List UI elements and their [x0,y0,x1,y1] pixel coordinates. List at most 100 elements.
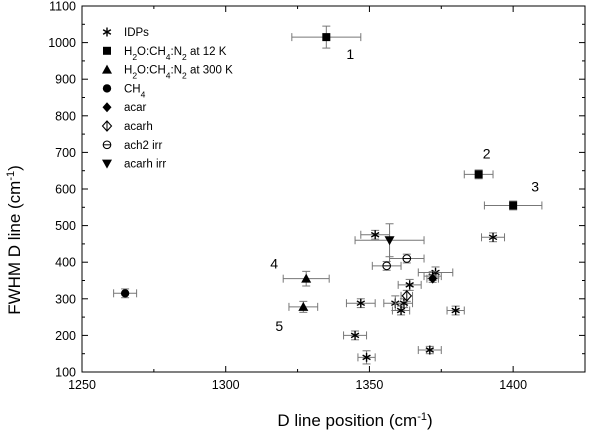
y-tick-label: 500 [55,219,76,233]
asterisk-stroke [399,300,409,307]
data-point [426,273,439,284]
data-point [288,300,319,313]
y-tick-label: 100 [55,366,76,380]
point-annotations: 1 2 3 4 5 [270,46,539,334]
triangle-down-shape [102,159,112,169]
point-annotation-label: 1 [346,46,354,62]
tick-labels: 1250 1300 1350 1400 100 200 300 400 500 600 700 800… [48,0,527,392]
asterisk-marker [362,352,371,362]
x-tick-label: 1400 [499,378,527,392]
legend-marker-triangle-up [102,64,112,74]
diamond-open-marker [401,290,413,302]
legend-item: acarh irr [102,159,166,171]
square-shape [322,33,331,42]
y-tick-label: 800 [55,109,76,123]
triangle-down-marker [384,236,395,246]
asterisk-marker [396,306,406,316]
legend-marker-triangle-down [102,159,112,169]
asterisk-marker [370,230,380,240]
diamond-shape [102,102,112,113]
asterisk-stroke [396,307,406,314]
axes [81,5,586,373]
triangle-up-marker [298,301,309,311]
triangle-shape [301,273,312,283]
point-annotation-label: 3 [531,178,539,194]
legend-label: H2O:CH4:N2 at 12 K [124,46,227,62]
circle-shape [120,289,130,298]
y-tick-label: 700 [55,146,76,160]
asterisk-marker [405,280,414,290]
circle-open-marker [382,261,392,271]
asterisk-stroke [362,354,371,361]
y-tick-label: 900 [55,73,76,87]
data-point [400,289,414,302]
point-annotation-label: 5 [275,318,283,334]
point-annotation-label: 2 [483,145,491,161]
triangle-shape [298,301,309,311]
diamond-shape [428,273,438,284]
asterisk-stroke [451,307,460,314]
asterisk-stroke [488,234,498,241]
data-point [291,25,362,49]
asterisk-stroke [425,347,435,353]
data-point [282,270,330,287]
data-point [345,298,376,309]
legend-marker-square [103,46,111,55]
square-shape [474,170,483,179]
circle-open-marker [402,254,412,263]
y-tick-label: 1000 [48,36,76,50]
legend-label: ach2 irr [124,140,163,152]
asterisk-stroke [102,29,112,35]
y-tick-label: 200 [55,329,76,343]
data-point [389,253,425,264]
asterisk-stroke [370,231,380,238]
data-point [417,345,442,355]
legend-marker-circle [102,84,112,93]
legend-label: IDPs [124,27,149,39]
legend: IDPs H2O:CH4:N2 at 12 K H2O:CH4:N2 at 300 … [101,27,233,171]
asterisk-stroke [405,282,414,288]
plot-frame [81,5,586,373]
legend-label: acarh [124,121,153,133]
legend-marker-asterisk [102,27,112,37]
square-shape [103,46,111,55]
legend-label: acar [124,102,147,114]
square-shape [509,201,518,210]
asterisk-stroke [431,269,440,276]
asterisk-marker [356,298,366,308]
x-tick-label: 1350 [356,378,384,392]
triangle-down-shape [384,236,395,246]
circle-marker [120,289,130,298]
y-tick-label: 300 [55,292,76,306]
data-point [391,305,411,316]
y-axis-title: FWHM D line (cm-1) [5,165,24,315]
legend-item: ach2 irr [102,140,163,152]
point-annotation-label: 4 [270,256,278,272]
x-tick-label: 1250 [68,378,96,392]
y-tick-label: 600 [55,183,76,197]
legend-item: acarh [101,120,153,133]
square-marker [474,170,483,179]
data-point [113,288,138,299]
data-point [357,350,376,365]
y-tick-label: 400 [55,256,76,270]
legend-label: CH4 [124,83,146,99]
data-point [354,223,425,258]
legend-label: acarh irr [124,159,166,171]
asterisk-marker [350,330,360,340]
diamond-marker [428,273,438,284]
data-point [463,169,494,180]
asterisk-marker [451,306,460,316]
legend-marker-diamond-open [101,120,113,132]
tick-marks [81,5,586,373]
asterisk-stroke [356,300,366,307]
legend-item: H2O:CH4:N2 at 12 K [103,46,227,62]
legend-label: H2O:CH4:N2 at 300 K [124,65,233,81]
data-point [446,305,465,316]
data-points [113,25,543,365]
data-point [483,200,543,211]
legend-item: CH4 [102,83,146,99]
data-point [371,260,402,271]
data-point [360,229,391,240]
